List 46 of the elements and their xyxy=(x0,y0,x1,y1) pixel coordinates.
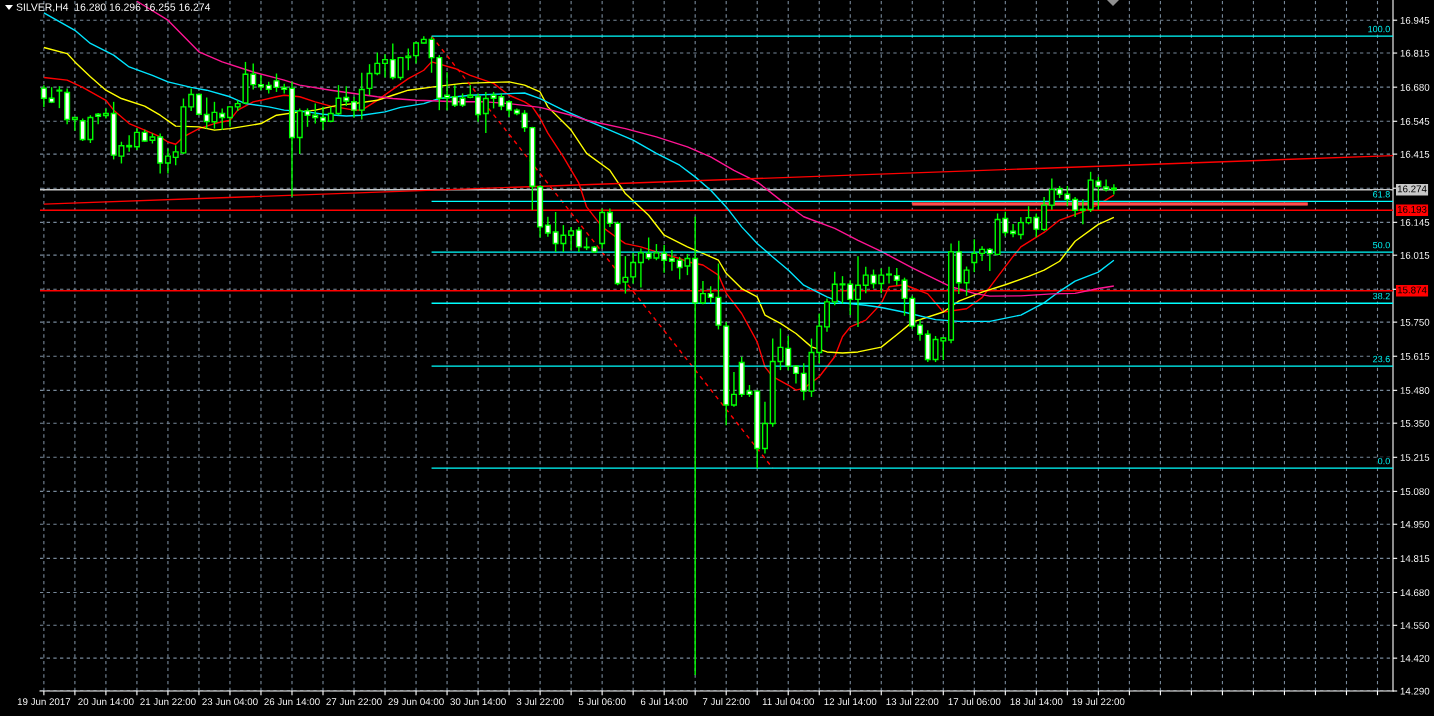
x-tick-label: 20 Jun 14:00 xyxy=(78,698,134,706)
x-tick-label: 6 Jul 14:00 xyxy=(640,697,688,706)
y-tick-label: 15.615 xyxy=(1400,352,1430,360)
x-tick-label: 3 Jul 22:00 xyxy=(516,697,564,706)
y-tick-label: 16.945 xyxy=(1400,16,1430,24)
x-tick-label: 13 Jul 22:00 xyxy=(886,697,939,706)
x-tick-label: 12 Jul 14:00 xyxy=(824,697,877,706)
y-tick-label: 15.215 xyxy=(1400,454,1430,461)
y-tick-label: 15.080 xyxy=(1400,488,1430,496)
y-tick-label: 14.290 xyxy=(1400,687,1430,695)
y-tick-label: 16.815 xyxy=(1400,49,1430,57)
y-tick-label: 14.550 xyxy=(1400,622,1430,629)
x-tick-label: 18 Jul 14:00 xyxy=(1010,697,1063,706)
series-label: 38.2 xyxy=(1373,292,1390,300)
y-tick-label: 15.480 xyxy=(1400,387,1430,394)
x-tick-label: 5 Jul 06:00 xyxy=(578,697,626,706)
y-tick-label: 14.680 xyxy=(1400,589,1430,597)
series-label: 100.0 xyxy=(1368,25,1390,33)
y-tick-label: 14.420 xyxy=(1400,654,1430,662)
y-tick-label: 14.815 xyxy=(1400,555,1430,562)
x-tick-label: 29 Jun 04:00 xyxy=(388,698,444,706)
series-label: 61.8 xyxy=(1373,191,1390,198)
y-tick-label: 16.015 xyxy=(1400,251,1430,259)
y-tick-label: 14.950 xyxy=(1400,520,1430,528)
x-tick-label: 26 Jun 14:00 xyxy=(264,698,320,706)
x-tick-label: 17 Jul 06:00 xyxy=(948,697,1001,706)
y-tick-label: 15.350 xyxy=(1400,419,1430,427)
x-tick-label: 11 Jul 04:00 xyxy=(762,697,814,706)
x-tick-label: 19 Jun 2017 xyxy=(17,698,71,706)
ref-line-label: 16.274 xyxy=(1397,185,1427,193)
ref-line-label: 15.874 xyxy=(1397,286,1427,294)
y-tick-label: 15.750 xyxy=(1400,318,1430,326)
x-tick-label: 19 Jul 22:00 xyxy=(1072,697,1125,706)
x-tick-label: 23 Jun 04:00 xyxy=(202,698,258,706)
series-label: 23.6 xyxy=(1373,355,1390,363)
x-tick-label: 7 Jul 22:00 xyxy=(702,697,750,706)
y-tick-label: 16.680 xyxy=(1400,83,1430,91)
x-tick-label: 27 Jun 22:00 xyxy=(326,698,382,706)
series-label: 0.0 xyxy=(1378,457,1390,465)
x-tick-label: 30 Jun 14:00 xyxy=(450,698,506,706)
ref-line-label: 16.193 xyxy=(1397,205,1427,213)
y-tick-label: 16.415 xyxy=(1400,150,1430,158)
y-tick-label: 16.545 xyxy=(1400,118,1430,125)
y-tick-label: 16.145 xyxy=(1400,219,1430,226)
x-tick-label: 21 Jun 22:00 xyxy=(140,698,196,706)
series-label: 50.0 xyxy=(1373,241,1390,249)
